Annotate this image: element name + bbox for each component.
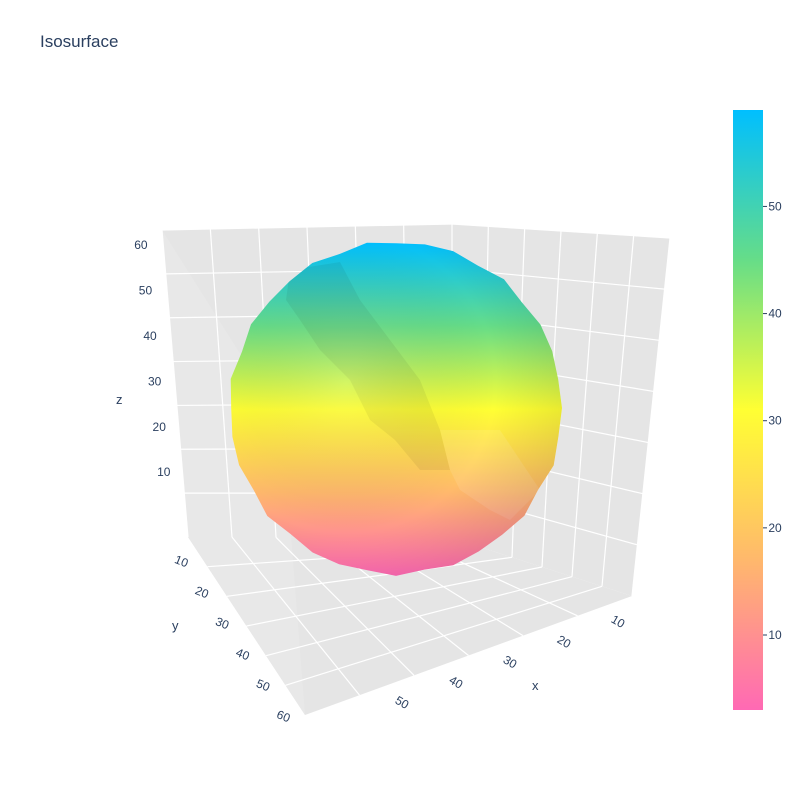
x-axis-label: x (532, 678, 539, 693)
grid-line (209, 228, 233, 538)
colorbar-tick-label: 40 (768, 307, 782, 321)
y-tick-label: 60 (275, 707, 293, 725)
x-tick-label: 10 (609, 612, 628, 631)
grid-line (451, 223, 671, 239)
isosurface-mesh[interactable] (230, 242, 562, 576)
z-tick-label: 50 (139, 284, 153, 298)
left-wall-pane (162, 230, 305, 715)
y-tick-label: 10 (173, 552, 191, 570)
y-tick-label: 20 (193, 583, 211, 601)
colorbar (733, 110, 763, 710)
x-tick-label: 50 (393, 693, 412, 712)
colorbar-tick-label: 50 (768, 199, 782, 213)
x-tick-label: 40 (447, 673, 466, 692)
y-tick-label: 50 (254, 676, 272, 694)
y-tick-label: 40 (234, 645, 252, 663)
z-tick-label: 30 (148, 374, 162, 388)
grid-line (161, 229, 189, 538)
y-tick-label: 30 (213, 614, 231, 632)
x-axis-ticks: 10 20 30 40 50 (393, 612, 628, 712)
z-tick-label: 40 (143, 329, 157, 343)
z-tick-label: 10 (157, 465, 171, 479)
grid-line (601, 235, 635, 587)
y-axis-label: y (172, 618, 179, 633)
z-axis-label: z (116, 392, 123, 407)
colorbar-tick-label: 30 (768, 414, 782, 428)
z-tick-label: 60 (134, 238, 148, 252)
grid-line (571, 233, 598, 577)
colorbar-ticks: 10 20 30 40 50 (763, 199, 782, 642)
grid-line (631, 237, 671, 597)
grid-line (161, 223, 453, 231)
chart-title: Isosurface (40, 32, 119, 51)
x-tick-label: 30 (501, 653, 520, 672)
z-axis-ticks: 10 20 30 40 50 60 (134, 238, 171, 479)
colorbar-tick-label: 20 (768, 521, 782, 535)
x-tick-label: 20 (555, 632, 574, 651)
colorbar-tick-label: 10 (768, 628, 782, 642)
grid-line (285, 585, 603, 686)
z-tick-label: 20 (153, 420, 167, 434)
